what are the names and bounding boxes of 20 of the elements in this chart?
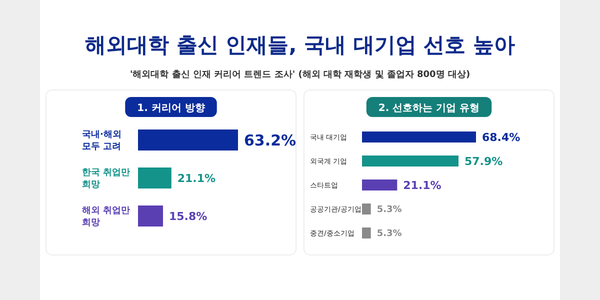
y-tick-label: 해외 취업만 희망 (82, 206, 130, 228)
bar (362, 228, 371, 238)
data-label: 5.3% (376, 205, 402, 216)
data-label: 63.2% (244, 131, 296, 150)
text: 해외대학 출신 인재들, 국내 대기업 선호 높아 (85, 33, 515, 57)
data-label: 57.9% (464, 154, 503, 168)
data-label: 21.1% (177, 172, 216, 185)
bar (362, 204, 371, 214)
bar (362, 180, 398, 190)
chart-title: 1. 커리어 방향 (137, 103, 205, 114)
data-label: 5.3% (376, 229, 402, 240)
data-label: 21.1% (403, 178, 442, 192)
bar (362, 132, 476, 142)
text: '해외대학 출신 인재 커리어 트렌드 조사' (해외 대학 재학생 및 졸업자 800명 대상) (130, 69, 470, 80)
y-tick-label: 한국 취업만 희망 (82, 168, 130, 190)
data-label: 15.8% (169, 210, 208, 223)
chart-title: 2. 선호하는 기업 유형 (378, 103, 480, 114)
bar (362, 156, 458, 166)
y-tick-label: 국내·해외 모두 고려 (82, 130, 122, 152)
data-label: 68.4% (482, 130, 520, 144)
